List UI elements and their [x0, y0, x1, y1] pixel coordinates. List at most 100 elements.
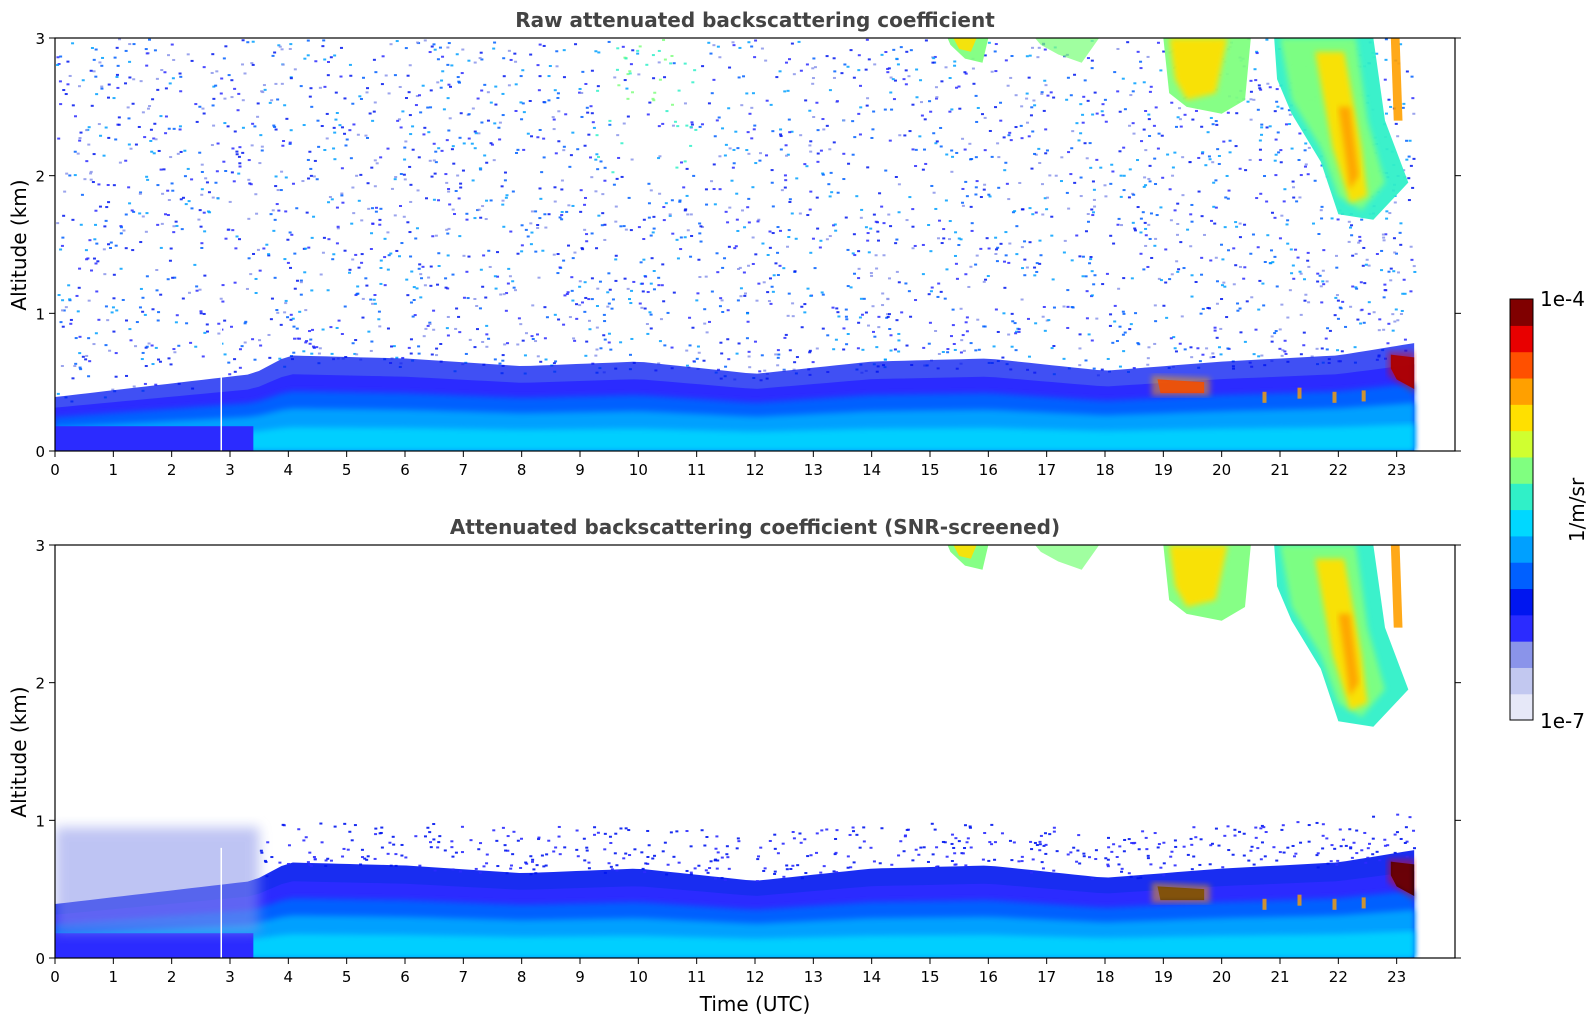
noise-pixel [249, 183, 253, 186]
noise-pixel [422, 335, 426, 338]
noise-pixel [1273, 255, 1277, 258]
noise-pixel [977, 348, 981, 351]
noise-pixel [167, 357, 171, 360]
noise-pixel [1095, 158, 1099, 161]
noise-pixel [268, 356, 272, 359]
noise-pixel [1358, 239, 1362, 242]
noise-pixel [1054, 174, 1058, 177]
noise-pixel [562, 259, 566, 262]
noise-pixel [1090, 59, 1094, 62]
noise-pixel [77, 286, 81, 289]
noise-pixel [1168, 188, 1172, 191]
noise-pixel [805, 165, 809, 168]
noise-pixel [1354, 286, 1358, 289]
noise-pixel [675, 238, 679, 241]
noise-pixel [171, 77, 175, 80]
screened-pixel [547, 839, 551, 842]
noise-pixel [1213, 222, 1217, 225]
screened-pixel [685, 869, 689, 872]
noise-pixel [412, 298, 416, 301]
noise-pixel [247, 257, 251, 260]
noise-pixel [727, 107, 731, 110]
noise-pixel [1066, 289, 1070, 292]
noise-pixel [1285, 223, 1289, 226]
noise-pixel [154, 346, 158, 349]
screened-pixel [1363, 831, 1367, 834]
noise-pixel [145, 212, 149, 215]
noise-pixel [435, 347, 439, 350]
noise-pixel [83, 178, 87, 181]
noise-pixel [860, 313, 864, 316]
noise-pixel [60, 365, 64, 368]
noise-pixel [211, 53, 215, 56]
noise-pixel [117, 123, 121, 126]
screened-pixel [878, 862, 882, 865]
screened-pixel [945, 855, 949, 858]
noise-pixel [323, 58, 327, 61]
screened-pixel [326, 857, 330, 860]
screened-pixel [469, 839, 473, 842]
screened-pixel [394, 864, 398, 867]
screened-pixel [1156, 846, 1160, 849]
noise-pixel [502, 225, 506, 228]
noise-pixel [284, 299, 288, 302]
screened-pixel [1035, 844, 1039, 847]
noise-pixel [1014, 332, 1018, 335]
noise-pixel [959, 238, 963, 241]
screened-pixel [953, 852, 957, 855]
noise-pixel [923, 148, 927, 151]
noise-pixel [596, 89, 600, 92]
noise-pixel [128, 60, 132, 63]
screened-pixel [511, 853, 515, 856]
noise-pixel [820, 291, 824, 294]
noise-pixel [728, 206, 732, 209]
noise-pixel [267, 333, 271, 336]
noise-pixel [776, 364, 780, 367]
noise-pixel [929, 110, 933, 113]
screened-pixel [708, 867, 712, 870]
noise-pixel [152, 137, 156, 140]
noise-pixel [379, 267, 383, 270]
noise-pixel [464, 352, 468, 355]
noise-pixel [1002, 136, 1006, 139]
noise-pixel [1183, 113, 1187, 116]
noise-pixel [400, 242, 404, 245]
noise-pixel [457, 80, 461, 83]
noise-pixel [877, 326, 881, 329]
screened-pixel [822, 865, 826, 868]
noise-pixel [431, 235, 435, 238]
noise-pixel [684, 208, 688, 211]
noise-pixel [278, 357, 282, 360]
noise-pixel [493, 358, 497, 361]
noise-pixel [332, 147, 336, 150]
noise-pixel [323, 149, 327, 152]
noise-pixel [845, 318, 849, 321]
noise-pixel [258, 162, 262, 165]
noise-pixel [112, 330, 116, 333]
noise-pixel [712, 163, 716, 166]
noise-pixel [939, 145, 943, 148]
screened-pixel [852, 830, 856, 833]
screened-pixel [1029, 871, 1033, 874]
noise-pixel [1010, 55, 1014, 58]
noise-pixel [959, 307, 963, 310]
screened-pixel [1106, 865, 1110, 868]
noise-pixel [159, 246, 163, 249]
noise-pixel [228, 200, 232, 203]
noise-pixel [710, 92, 714, 95]
noise-pixel [1325, 348, 1329, 351]
screened-pixel [485, 853, 489, 856]
noise-pixel [776, 251, 780, 254]
noise-pixel [1066, 76, 1070, 79]
screened-pixel [1107, 846, 1111, 849]
noise-pixel [607, 272, 611, 275]
noise-pixel [969, 158, 973, 161]
noise-pixel [608, 123, 612, 126]
noise-pixel [671, 103, 675, 106]
noise-pixel [299, 85, 303, 88]
noise-pixel [318, 86, 322, 89]
noise-pixel [89, 172, 93, 175]
screened-pixel [704, 869, 708, 872]
noise-pixel [372, 298, 376, 301]
noise-pixel [751, 262, 755, 265]
